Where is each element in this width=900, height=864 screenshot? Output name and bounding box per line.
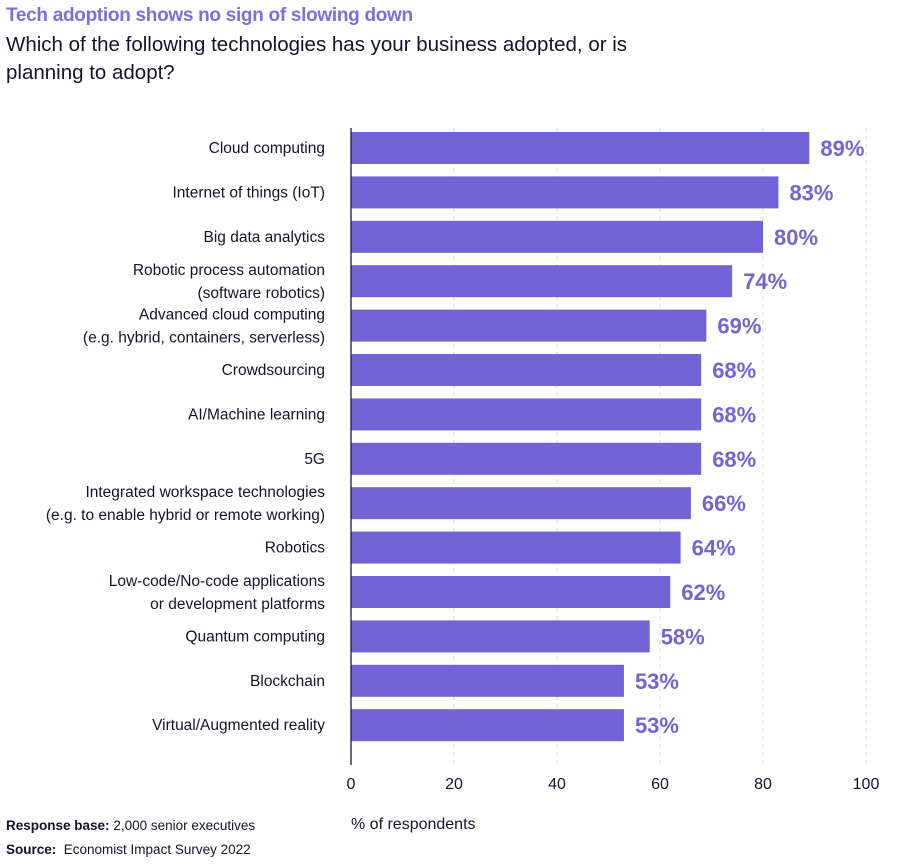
chart-title: Tech adoption shows no sign of slowing d… (6, 5, 413, 26)
bar (351, 354, 702, 386)
chart-subtitle: Which of the following technologies has … (6, 33, 628, 84)
data-label: 83% (789, 180, 833, 205)
bar (351, 176, 779, 209)
category-label: Cloud computing (209, 140, 325, 157)
category-label: Crowdsourcing (222, 362, 325, 379)
source-label: Source: (6, 842, 57, 857)
bar (351, 220, 763, 253)
category-label: Integrated workspace technologies (85, 484, 325, 501)
data-label: 68% (712, 358, 756, 383)
data-label: 68% (712, 447, 756, 472)
data-label: 64% (692, 536, 736, 561)
data-label: 69% (717, 314, 761, 339)
bar (351, 620, 650, 653)
x-axis-label: % of respondents (351, 816, 476, 833)
response-base-note: Response base: 2,000 senior executives (6, 818, 255, 833)
bar (351, 442, 702, 475)
category-label: (e.g. hybrid, containers, serverless) (83, 330, 325, 347)
bar (351, 531, 681, 564)
category-label: 5G (304, 451, 325, 468)
bar (351, 265, 733, 298)
data-label: 68% (712, 402, 756, 427)
source-value: Economist Impact Survey 2022 (63, 842, 251, 857)
category-label: Low-code/No-code applications (109, 573, 326, 590)
category-label: Robotic process automation (133, 262, 325, 279)
data-label: 80% (774, 225, 818, 250)
data-label: 89% (820, 136, 864, 161)
x-tick-label: 80 (754, 776, 772, 793)
data-label: 62% (681, 580, 725, 605)
data-label: 58% (661, 624, 705, 649)
x-tick-label: 0 (347, 776, 356, 793)
category-label: (e.g. to enable hybrid or remote working… (46, 507, 325, 524)
category-label: Quantum computing (185, 628, 325, 645)
x-tick-label: 20 (445, 776, 463, 793)
bar (351, 709, 624, 742)
data-label: 74% (743, 269, 787, 294)
data-label: 53% (635, 713, 679, 738)
source-note: Source: Economist Impact Survey 2022 (6, 842, 251, 857)
x-tick-label: 60 (651, 776, 669, 793)
category-label: (software robotics) (198, 285, 325, 302)
category-label: Advanced cloud computing (139, 307, 325, 324)
category-label: or development platforms (150, 596, 325, 613)
bar (351, 309, 707, 342)
bar (351, 664, 624, 697)
bar (351, 487, 691, 520)
category-label: Virtual/Augmented reality (152, 717, 325, 734)
response-base-value: 2,000 senior executives (113, 818, 256, 833)
category-label: Robotics (265, 540, 326, 557)
response-base-label: Response base: (6, 818, 110, 833)
category-label: Big data analytics (204, 229, 326, 246)
bar (351, 132, 810, 164)
data-label: 66% (702, 491, 746, 516)
category-label: Blockchain (250, 673, 325, 690)
bar (351, 576, 671, 608)
x-tick-label: 40 (548, 776, 566, 793)
category-label: Internet of things (IoT) (173, 184, 326, 201)
data-label: 53% (635, 669, 679, 694)
x-tick-label: 100 (853, 776, 880, 793)
bar (351, 398, 702, 431)
category-label: AI/Machine learning (188, 406, 325, 423)
